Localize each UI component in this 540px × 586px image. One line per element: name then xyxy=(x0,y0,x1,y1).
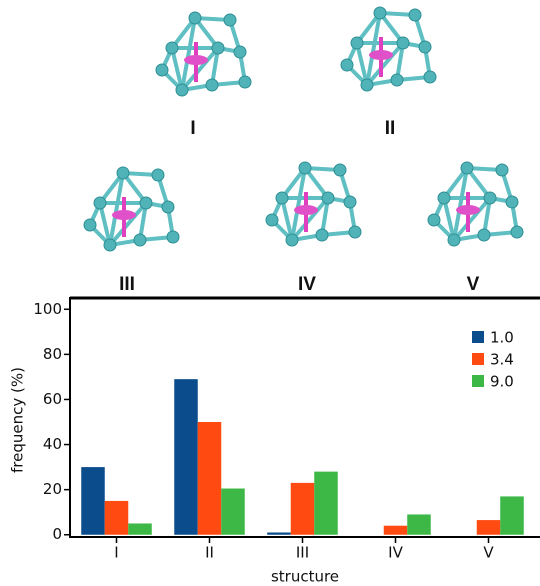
legend-swatch xyxy=(472,353,484,365)
atom xyxy=(438,192,450,204)
core-atom xyxy=(112,210,136,220)
atom xyxy=(461,162,473,174)
structure-label: I xyxy=(190,118,195,139)
atom xyxy=(166,42,178,54)
y-tick-label: 60 xyxy=(43,390,62,408)
atom xyxy=(286,234,298,246)
atom xyxy=(117,167,129,179)
atom xyxy=(224,14,236,26)
y-tick-label: 80 xyxy=(43,345,62,363)
atom xyxy=(156,64,168,76)
atom xyxy=(484,192,496,204)
legend-swatch xyxy=(472,375,484,387)
structure-label: II xyxy=(385,118,396,139)
core-atom xyxy=(184,55,208,65)
atom xyxy=(266,214,278,226)
bar xyxy=(384,526,408,535)
atom xyxy=(506,196,518,208)
core-atom xyxy=(456,205,480,215)
atom xyxy=(167,231,179,243)
x-tick-label: V xyxy=(483,544,494,562)
atom xyxy=(152,169,164,181)
bar xyxy=(267,532,291,534)
bar xyxy=(198,422,222,535)
x-tick-label: I xyxy=(114,544,118,562)
atom xyxy=(511,226,523,238)
structure-images xyxy=(84,7,523,251)
atom xyxy=(478,229,490,241)
structure-label: IV xyxy=(298,274,316,295)
atom xyxy=(206,79,218,91)
atom xyxy=(424,71,436,83)
y-tick-label: 0 xyxy=(52,525,62,543)
x-tick-label: IV xyxy=(388,544,403,562)
atom xyxy=(299,162,311,174)
bar xyxy=(221,489,245,535)
atom xyxy=(419,41,431,53)
atom xyxy=(176,84,188,96)
atom xyxy=(239,76,251,88)
bar xyxy=(128,523,152,534)
atom xyxy=(349,226,361,238)
atom xyxy=(84,219,96,231)
atom xyxy=(361,79,373,91)
atom xyxy=(344,196,356,208)
atom xyxy=(409,9,421,21)
legend-label: 3.4 xyxy=(490,351,514,369)
bar xyxy=(81,467,105,535)
atom xyxy=(212,42,224,54)
bar xyxy=(500,496,524,534)
structure-label: III xyxy=(119,274,135,295)
atom xyxy=(374,7,386,19)
legend-label: 9.0 xyxy=(490,373,514,391)
bar xyxy=(105,501,129,535)
atom xyxy=(351,37,363,49)
atom xyxy=(276,192,288,204)
atom xyxy=(134,234,146,246)
x-axis-label: structure xyxy=(271,568,339,586)
atom xyxy=(140,197,152,209)
atom xyxy=(316,229,328,241)
atom xyxy=(334,164,346,176)
atom xyxy=(448,234,460,246)
bar xyxy=(174,379,198,535)
y-tick-label: 20 xyxy=(43,480,62,498)
core-atom xyxy=(294,205,318,215)
legend-label: 1.0 xyxy=(490,329,514,347)
atom xyxy=(189,12,201,24)
atom xyxy=(341,59,353,71)
x-tick-label: III xyxy=(296,544,309,562)
legend-swatch xyxy=(472,331,484,343)
bar xyxy=(314,472,338,535)
atom xyxy=(234,46,246,58)
bar xyxy=(407,514,431,534)
atom xyxy=(94,197,106,209)
y-tick-label: 100 xyxy=(33,300,62,318)
structure-label: V xyxy=(467,274,480,295)
core-atom xyxy=(369,50,393,60)
x-tick-label: II xyxy=(205,544,214,562)
atom xyxy=(496,164,508,176)
figure: I II III IV V structure frequency (%) 02… xyxy=(0,0,540,586)
atom xyxy=(162,201,174,213)
atom xyxy=(391,74,403,86)
bar xyxy=(291,483,315,535)
y-tick-label: 40 xyxy=(43,435,62,453)
atom xyxy=(322,192,334,204)
y-axis-label: frequency (%) xyxy=(9,367,27,473)
atom xyxy=(104,239,116,251)
atom xyxy=(397,37,409,49)
bar xyxy=(477,520,501,535)
atom xyxy=(428,214,440,226)
